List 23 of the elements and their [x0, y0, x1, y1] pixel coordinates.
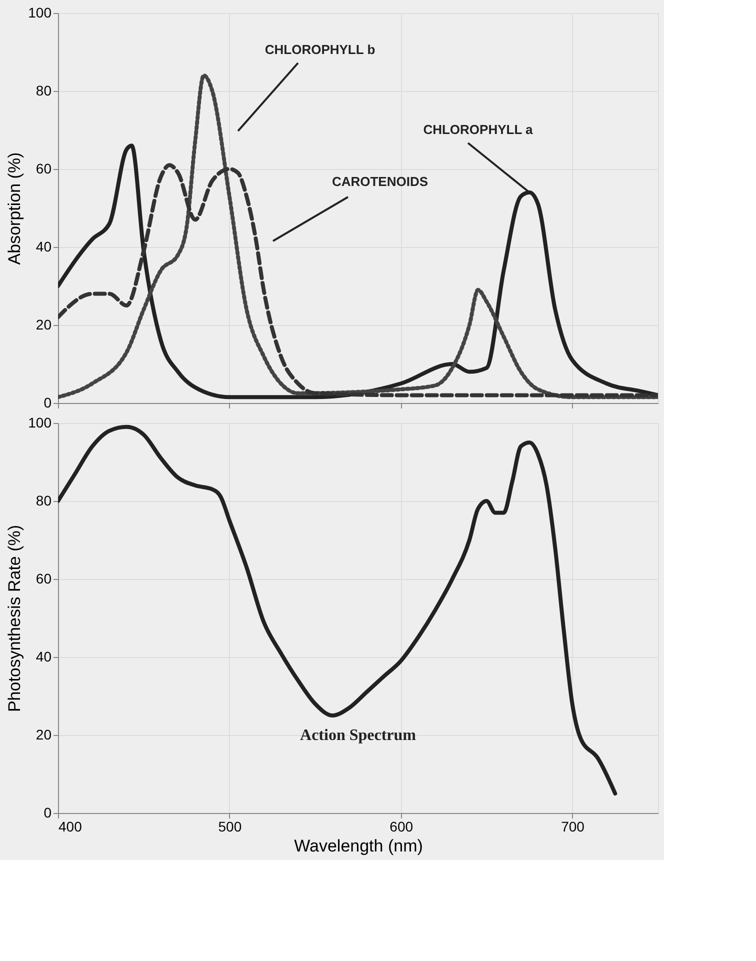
- annotation: CHLOROPHYLL b: [264, 42, 376, 57]
- x-tick-label: 500: [218, 818, 242, 834]
- y-tick-label: 100: [28, 414, 52, 430]
- annotation: CAROTENOIDS: [332, 174, 428, 189]
- y-tick-label: 40: [36, 238, 52, 254]
- y-tick-label: 0: [44, 394, 52, 410]
- x-tick-label: 700: [561, 818, 585, 834]
- annotation: CHLOROPHYLL a: [423, 122, 534, 137]
- y-tick-label: 0: [44, 804, 52, 820]
- y-tick-label: 80: [36, 82, 52, 98]
- x-tick-label: 400: [58, 818, 82, 834]
- x-axis-title: Wavelength (nm): [294, 836, 423, 856]
- annotation: Action Spectrum: [300, 727, 417, 744]
- y-tick-label: 20: [36, 316, 52, 332]
- y-tick-label: 60: [36, 160, 52, 176]
- y-tick-label: 20: [36, 726, 52, 742]
- y-tick-label: 40: [36, 648, 52, 664]
- x-tick-label: 600: [390, 818, 414, 834]
- y-tick-label: 100: [28, 4, 52, 20]
- y-tick-label: 80: [36, 492, 52, 508]
- y-axis-title: Absorption (%): [5, 152, 24, 265]
- y-tick-label: 60: [36, 570, 52, 586]
- y-axis-title: Photosynthesis Rate (%): [5, 524, 24, 712]
